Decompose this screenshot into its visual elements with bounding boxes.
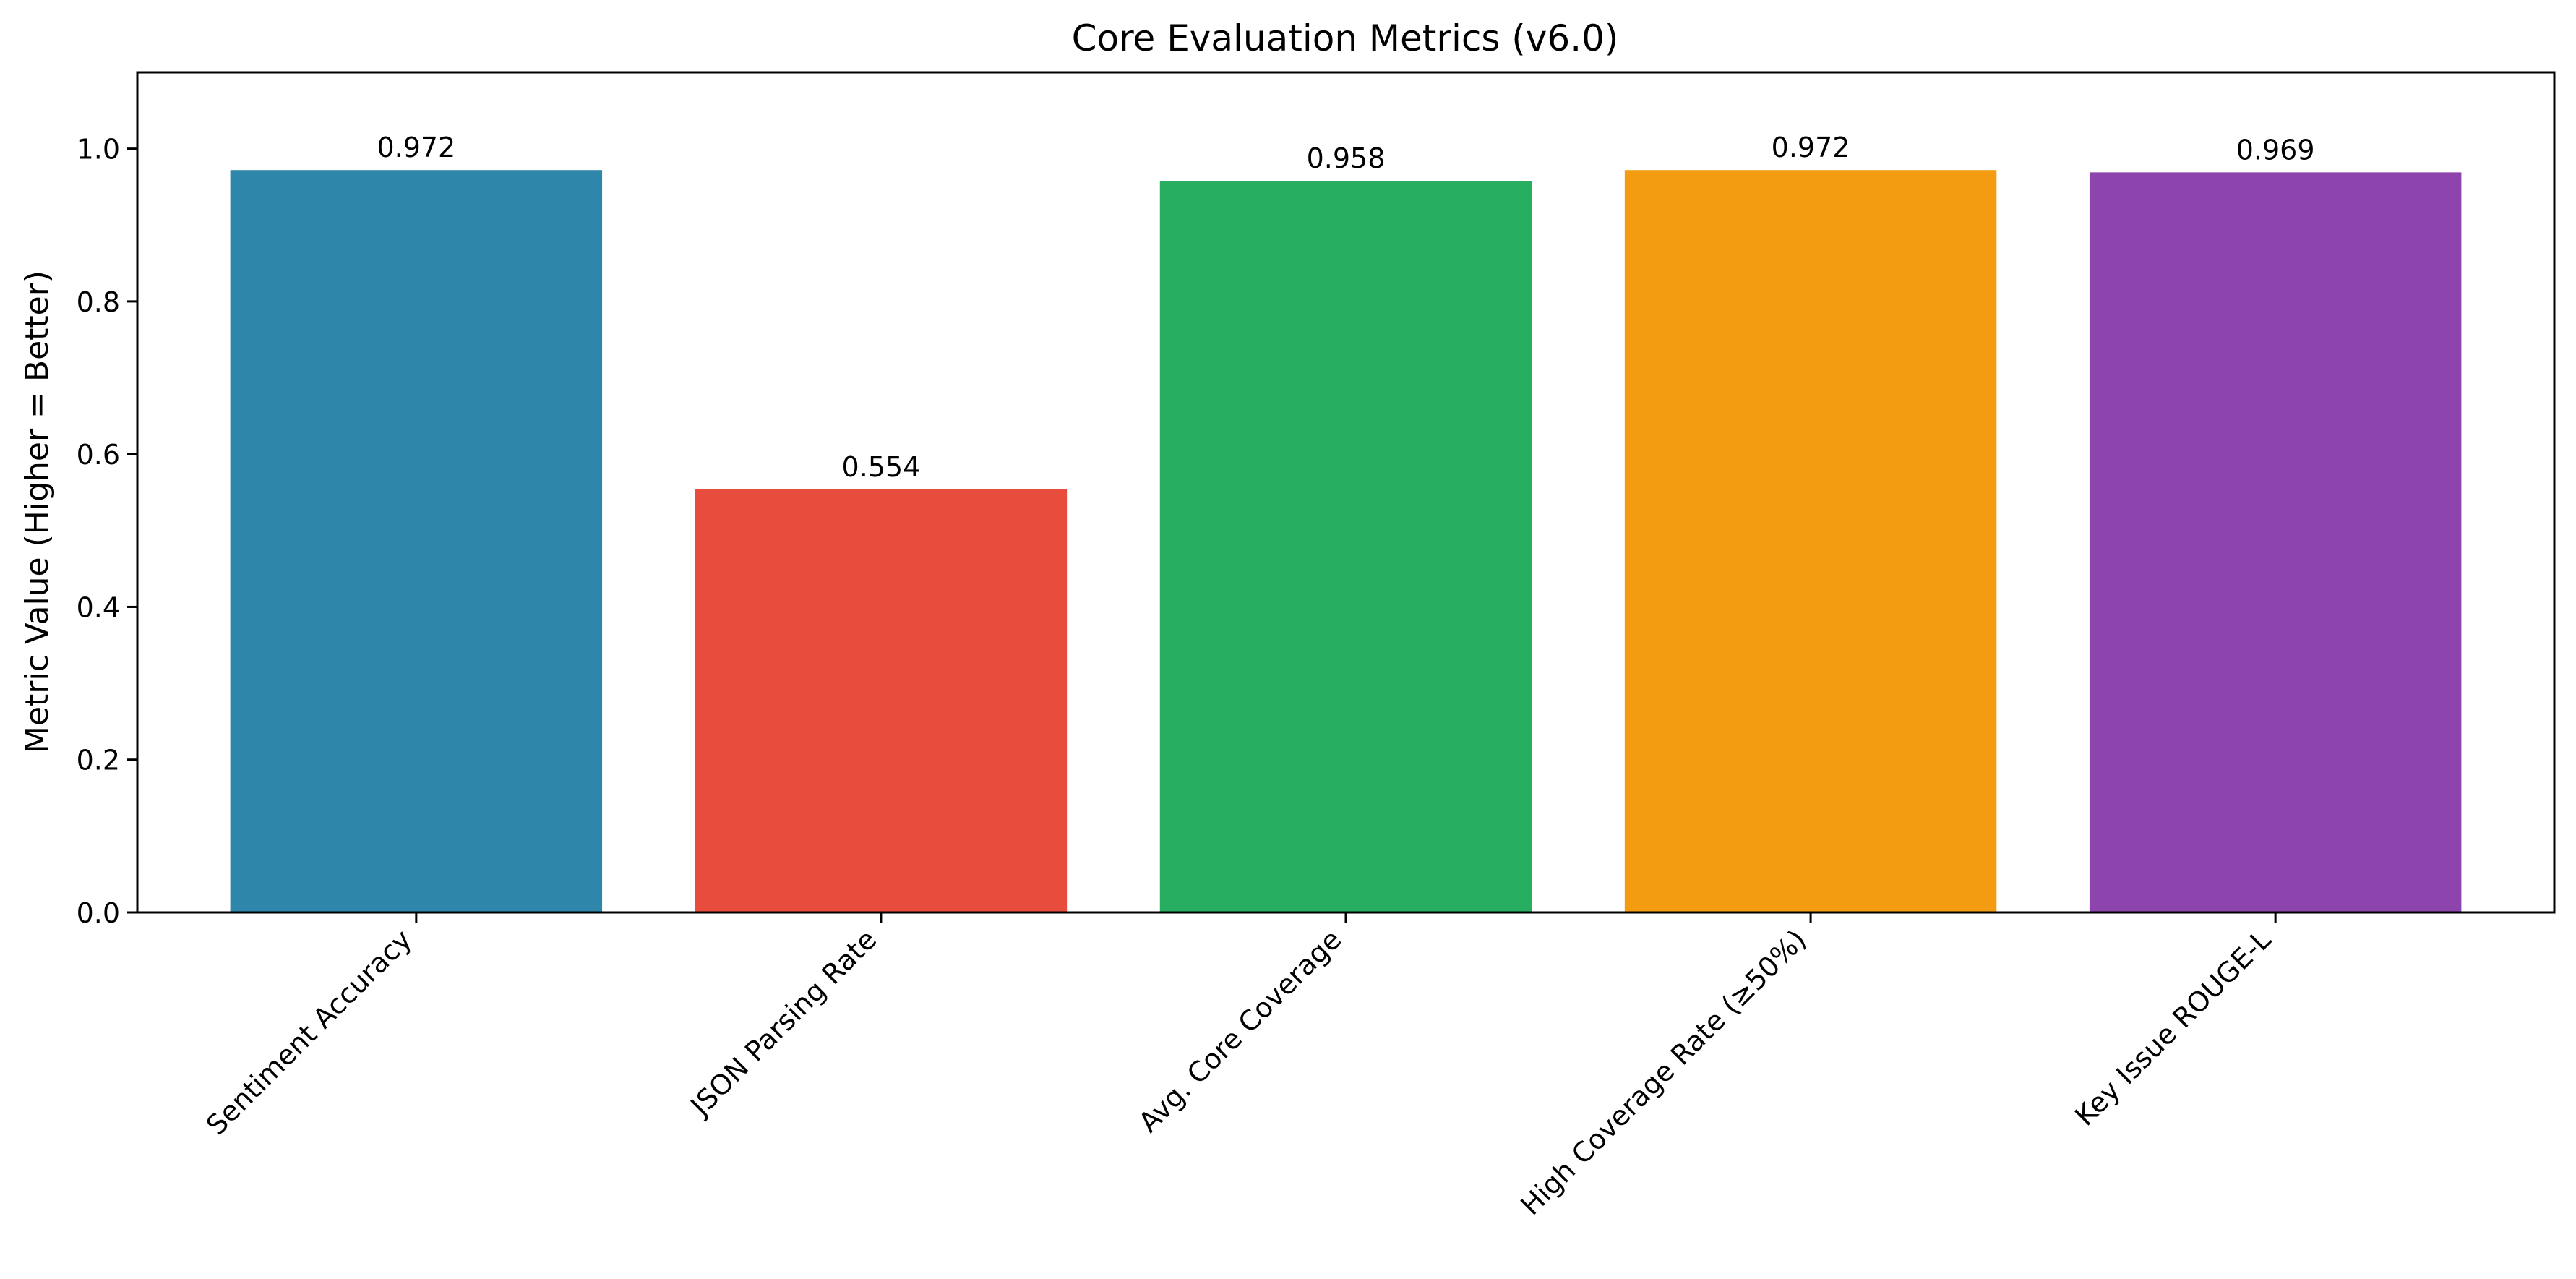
y-tick-label: 1.0: [77, 134, 120, 166]
y-tick-label: 0.6: [77, 439, 120, 471]
bar-value-label: 0.958: [1307, 142, 1386, 174]
y-tick-label: 0.0: [77, 897, 120, 929]
bar-value-label: 0.972: [377, 132, 455, 163]
y-tick-label: 0.2: [77, 745, 120, 777]
y-tick-label: 0.8: [77, 286, 120, 318]
bar: [1624, 170, 1997, 912]
bar-value-label: 0.969: [2236, 134, 2315, 166]
bar: [695, 489, 1068, 912]
bar: [2089, 172, 2462, 912]
chart-title: Core Evaluation Metrics (v6.0): [1072, 17, 1619, 59]
y-tick-label: 0.4: [77, 591, 120, 623]
bar-value-label: 0.972: [1772, 132, 1850, 163]
bar: [1159, 181, 1532, 912]
y-axis-label: Metric Value (Higher = Better): [19, 270, 56, 753]
bar: [230, 170, 603, 912]
plot-frame: [136, 71, 2556, 914]
bar-value-label: 0.554: [842, 451, 921, 483]
